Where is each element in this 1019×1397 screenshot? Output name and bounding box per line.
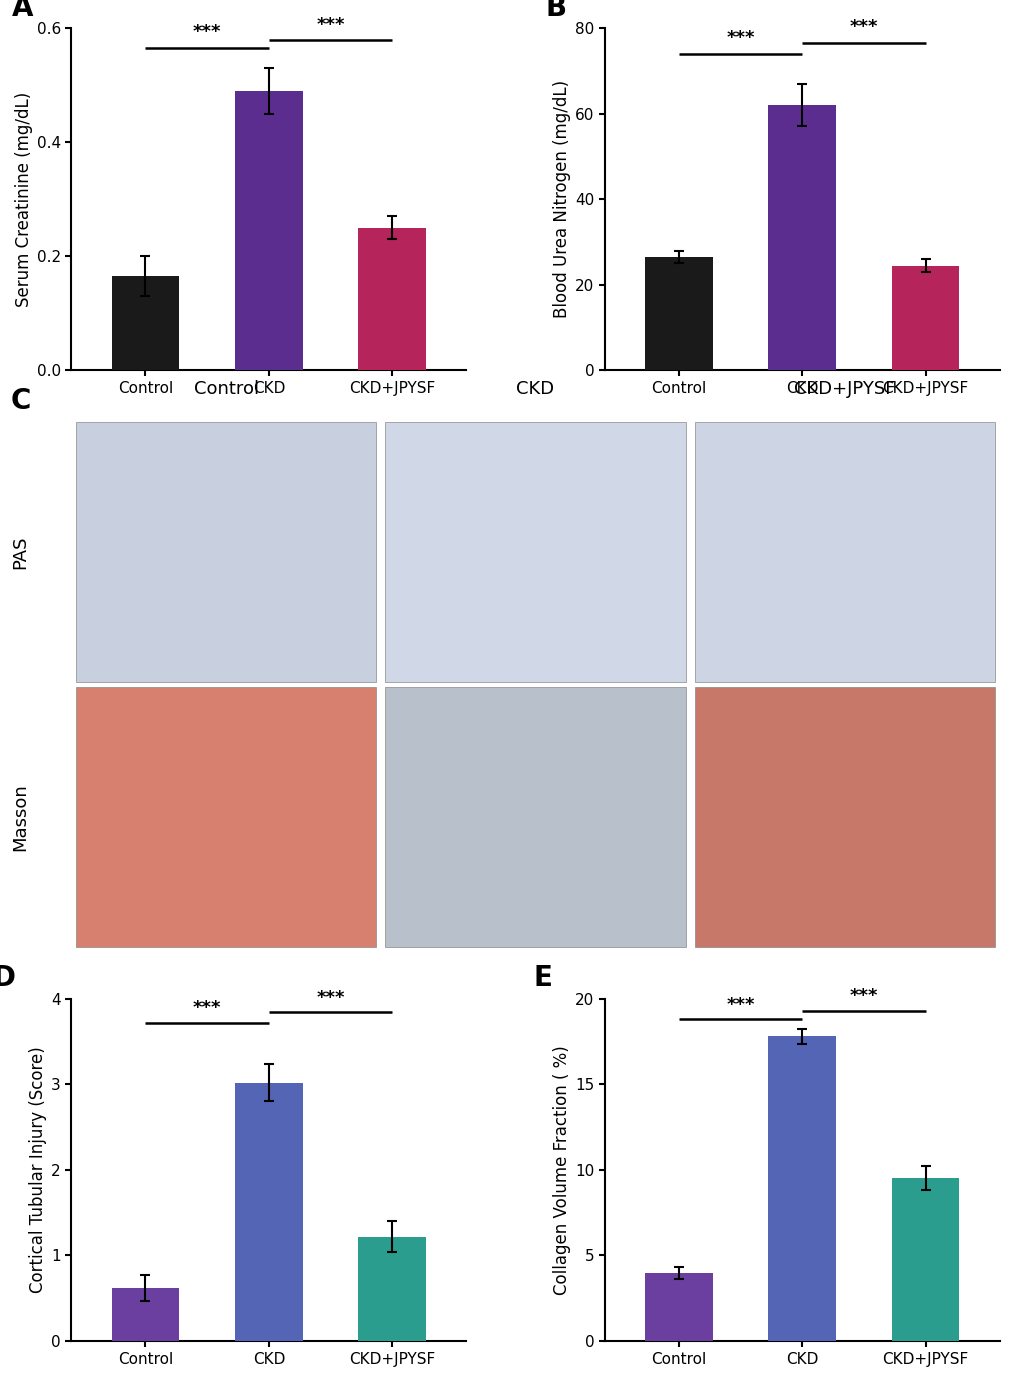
- Text: A: A: [12, 0, 34, 22]
- Bar: [891, 265, 959, 370]
- Text: Control: Control: [194, 380, 259, 398]
- Bar: [644, 257, 712, 370]
- Text: ***: ***: [726, 29, 754, 46]
- Bar: [694, 687, 994, 947]
- Y-axis label: Collagen Volume Fraction ( %): Collagen Volume Fraction ( %): [552, 1045, 571, 1295]
- Bar: [644, 1273, 712, 1341]
- Bar: [358, 228, 426, 370]
- Text: C: C: [11, 387, 32, 415]
- Text: PAS: PAS: [11, 535, 30, 569]
- Text: D: D: [0, 964, 15, 992]
- Text: CKD: CKD: [516, 380, 554, 398]
- Text: ***: ***: [849, 18, 877, 36]
- Text: ***: ***: [316, 989, 344, 1007]
- Text: ***: ***: [849, 988, 877, 1006]
- Text: ***: ***: [193, 999, 221, 1017]
- Bar: [234, 91, 303, 370]
- Bar: [385, 422, 685, 682]
- Text: Masson: Masson: [11, 784, 30, 851]
- Y-axis label: Blood Urea Nitrogen (mg/dL): Blood Urea Nitrogen (mg/dL): [552, 80, 570, 319]
- Text: ***: ***: [726, 996, 754, 1014]
- Bar: [694, 422, 994, 682]
- Bar: [385, 687, 685, 947]
- Bar: [111, 1288, 179, 1341]
- Bar: [76, 687, 376, 947]
- Bar: [358, 1236, 426, 1341]
- Text: E: E: [533, 964, 552, 992]
- Bar: [767, 105, 836, 370]
- Bar: [891, 1179, 959, 1341]
- Bar: [111, 277, 179, 370]
- Bar: [767, 1037, 836, 1341]
- Text: ***: ***: [316, 15, 344, 34]
- Y-axis label: Serum Creatinine (mg/dL): Serum Creatinine (mg/dL): [14, 92, 33, 307]
- Text: CKD+JPYSF: CKD+JPYSF: [794, 380, 895, 398]
- Bar: [234, 1083, 303, 1341]
- Bar: [76, 422, 376, 682]
- Text: B: B: [545, 0, 566, 22]
- Text: ***: ***: [193, 24, 221, 41]
- Y-axis label: Cortical Tubular Injury (Score): Cortical Tubular Injury (Score): [29, 1046, 47, 1294]
